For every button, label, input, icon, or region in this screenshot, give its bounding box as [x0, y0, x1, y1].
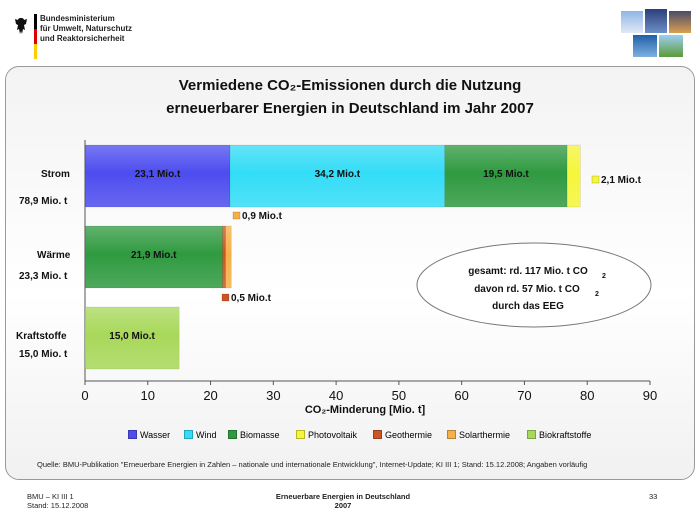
- x-tick-label: 40: [329, 388, 343, 403]
- legend-item-biomasse: Biomasse: [228, 430, 280, 440]
- legend-label-wind: Wind: [196, 430, 217, 440]
- callout-swatch-solarthermie: [232, 211, 241, 220]
- footer-year: 2007: [334, 501, 352, 510]
- annotation-line-3: durch das EEG: [492, 301, 564, 312]
- category-label-strom: Strom: [41, 169, 70, 180]
- category-label-kraftstoffe: Kraftstoffe: [16, 331, 67, 342]
- source-note: Quelle: BMU-Publikation "Erneuerbare Ene…: [37, 460, 588, 469]
- chart-legend: Wasser Wind Biomasse Photovoltaik Geothe…: [0, 430, 700, 444]
- ministry-line-2: für Umwelt, Naturschutz: [40, 24, 133, 33]
- legend-item-wind: Wind: [184, 430, 217, 440]
- legend-swatch-biomasse: [228, 430, 237, 439]
- bar-wärme-geothermie: [222, 225, 226, 289]
- legend-item-solarthermie: Solarthermie: [447, 430, 510, 440]
- bar-value-label: 21,9 Mio.t: [131, 250, 177, 261]
- photo-wind-turbines: [620, 10, 644, 34]
- footer-title: Erneuerbare Energien in Deutschland: [275, 492, 411, 501]
- bar-value-label: 19,5 Mio.t: [483, 169, 529, 180]
- x-tick-label: 60: [454, 388, 468, 403]
- bar-value-label: 34,2 Mio.t: [315, 169, 361, 180]
- x-tick-label: 50: [392, 388, 406, 403]
- footer-left: BMU – KI III 1 Stand: 15.12.2008: [27, 492, 88, 510]
- bar-strom-biomasse: [444, 144, 568, 208]
- chart-title-line-1: Vermiedene CO₂-Emissionen durch die Nutz…: [178, 77, 522, 94]
- footer-department: BMU – KI III 1: [27, 492, 74, 501]
- photo-solar: [644, 8, 668, 34]
- legend-swatch-photovoltaik: [296, 430, 305, 439]
- category-total-waerme: 23,3 Mio. t: [19, 271, 68, 282]
- bar-kraftstoffe-biokraftstoffe: [84, 306, 180, 370]
- legend-item-wasser: Wasser: [128, 430, 170, 440]
- legend-label-solarthermie: Solarthermie: [459, 430, 511, 440]
- header: Bundesministerium für Umwelt, Naturschut…: [0, 0, 700, 62]
- photo-water: [632, 34, 658, 58]
- ministry-name: Bundesministerium für Umwelt, Naturschut…: [40, 14, 132, 44]
- bar-strom-wasser: [84, 144, 231, 208]
- x-tick-label: 70: [517, 388, 531, 403]
- legend-label-wasser: Wasser: [140, 430, 171, 440]
- callout-swatch-geothermie: [221, 293, 230, 302]
- legend-swatch-biokraftstoffe: [527, 430, 536, 439]
- header-photo-collage: [618, 6, 693, 60]
- x-tick-label: 10: [141, 388, 155, 403]
- legend-swatch-wasser: [128, 430, 137, 439]
- annotation-line-2-subscript: 2: [595, 291, 599, 298]
- photo-field: [658, 34, 684, 58]
- legend-swatch-solarthermie: [447, 430, 456, 439]
- x-tick-label: 90: [643, 388, 657, 403]
- bar-wärme-solarthermie: [225, 225, 232, 289]
- footer-center: Erneuerbare Energien in Deutschland 2007: [0, 492, 686, 510]
- german-flag-stripe: [34, 14, 37, 59]
- category-label-waerme: Wärme: [37, 250, 71, 261]
- callout-label-photovoltaik: 2,1 Mio.t: [601, 175, 642, 186]
- legend-item-photovoltaik: Photovoltaik: [296, 430, 357, 440]
- x-tick-label: 30: [266, 388, 280, 403]
- annotation-line-1: gesamt: rd. 117 Mio. t CO: [468, 266, 588, 277]
- legend-swatch-geothermie: [373, 430, 382, 439]
- federal-eagle-icon: [15, 18, 27, 34]
- bar-strom-wind: [229, 144, 445, 208]
- x-axis-label: CO₂-Minderung [Mio. t]: [305, 404, 426, 416]
- bar-value-label: 23,1 Mio.t: [135, 169, 181, 180]
- bar-strom-photovoltaik: [566, 144, 581, 208]
- bar-value-label: 15,0 Mio.t: [109, 331, 155, 342]
- legend-label-biomasse: Biomasse: [240, 430, 280, 440]
- annotation-line-1-subscript: 2: [602, 273, 606, 280]
- ministry-line-1: Bundesministerium: [40, 14, 115, 23]
- category-total-strom: 78,9 Mio. t: [19, 196, 68, 207]
- photo-sunset: [668, 10, 692, 34]
- annotation-line-2: davon rd. 57 Mio. t CO: [474, 284, 580, 295]
- legend-item-biokraftstoffe: Biokraftstoffe: [527, 430, 591, 440]
- legend-swatch-wind: [184, 430, 193, 439]
- legend-label-geothermie: Geothermie: [385, 430, 433, 440]
- x-tick-label: 0: [81, 388, 88, 403]
- chart-title-line-2: erneuerbarer Energien in Deutschland im …: [166, 100, 534, 117]
- footer-page-number: 33: [649, 492, 658, 501]
- category-total-kraftstoffe: 15,0 Mio. t: [19, 349, 68, 360]
- legend-label-biokraftstoffe: Biokraftstoffe: [539, 430, 592, 440]
- total-annotation-ellipse: [416, 242, 652, 328]
- x-tick-label: 20: [203, 388, 217, 403]
- bar-wärme-biomasse: [84, 225, 223, 289]
- callout-label-geothermie: 0,5 Mio.t: [231, 293, 272, 304]
- callout-swatch-photovoltaik: [591, 175, 600, 184]
- footer-date: Stand: 15.12.2008: [27, 501, 89, 510]
- callout-label-solarthermie: 0,9 Mio.t: [242, 211, 283, 222]
- legend-label-photovoltaik: Photovoltaik: [308, 430, 358, 440]
- legend-item-geothermie: Geothermie: [373, 430, 432, 440]
- ministry-line-3: und Reaktorsicherheit: [40, 34, 125, 43]
- x-tick-label: 80: [580, 388, 594, 403]
